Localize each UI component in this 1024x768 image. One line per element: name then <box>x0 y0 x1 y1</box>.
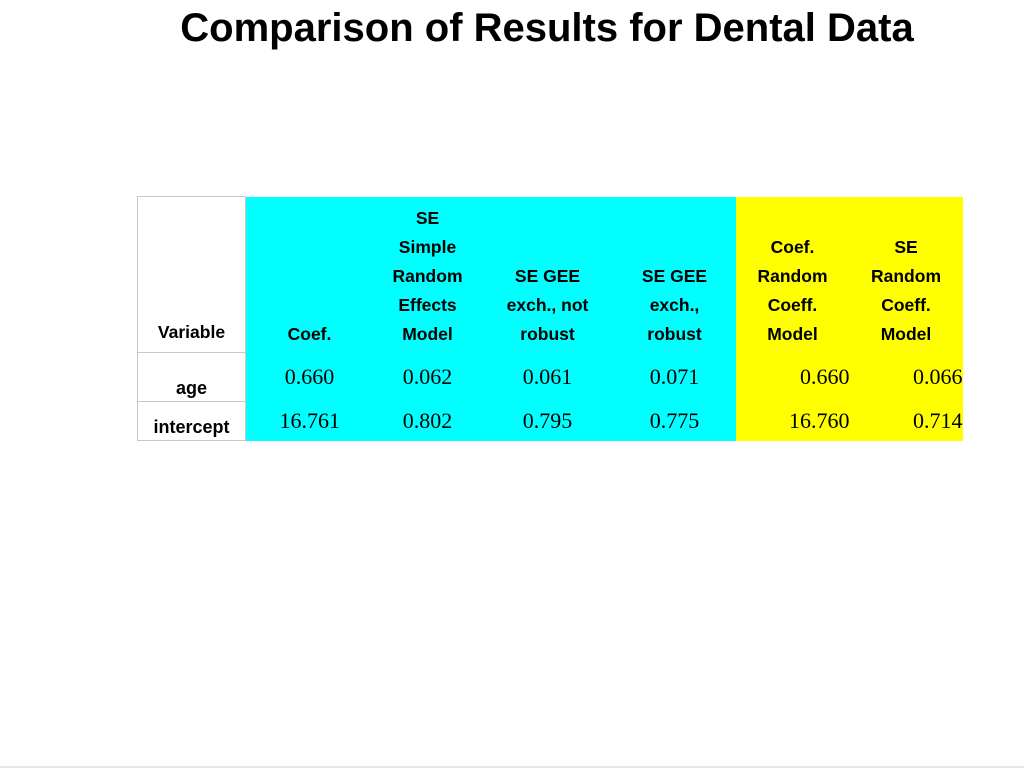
table-cell: 0.066 <box>849 352 963 402</box>
row-label: age <box>137 352 246 402</box>
table-cell: 0.795 <box>481 401 614 441</box>
table-cell: 0.775 <box>613 401 736 441</box>
page-title: Comparison of Results for Dental Data <box>180 6 914 50</box>
table-cell: 0.714 <box>849 401 963 441</box>
table-cell: 0.061 <box>481 352 614 402</box>
bottom-divider <box>0 766 1024 768</box>
table-cell: 16.761 <box>245 401 374 441</box>
header-coef: Coef. <box>245 196 374 353</box>
table-cell: 0.660 <box>735 352 850 402</box>
header-se-random-coeff: SE Random Coeff. Model <box>849 196 963 353</box>
header-se-gee-robust: SE GEE exch., robust <box>613 196 736 353</box>
table-cell: 0.071 <box>613 352 736 402</box>
table-cell: 0.660 <box>245 352 374 402</box>
header-coef-random-coeff: Coef. Random Coeff. Model <box>735 196 850 353</box>
table-cell: 0.062 <box>373 352 482 402</box>
table-row-age: age 0.660 0.062 0.061 0.071 0.660 0.066 <box>137 352 963 402</box>
row-label: intercept <box>137 401 246 441</box>
table-cell: 16.760 <box>735 401 850 441</box>
header-row: Variable Coef. SE Simple Random Effects Mode… <box>137 196 963 353</box>
header-se-simple-random-effects: SE Simple Random Effects Model <box>373 196 482 353</box>
header-variable: Variable <box>137 196 246 353</box>
table-row-intercept: intercept 16.761 0.802 0.795 0.775 16.76… <box>137 401 963 441</box>
header-se-gee-not-robust: SE GEE exch., not robust <box>481 196 614 353</box>
table-cell: 0.802 <box>373 401 482 441</box>
results-table: Variable Coef. SE Simple Random Effects Mode… <box>137 196 963 441</box>
